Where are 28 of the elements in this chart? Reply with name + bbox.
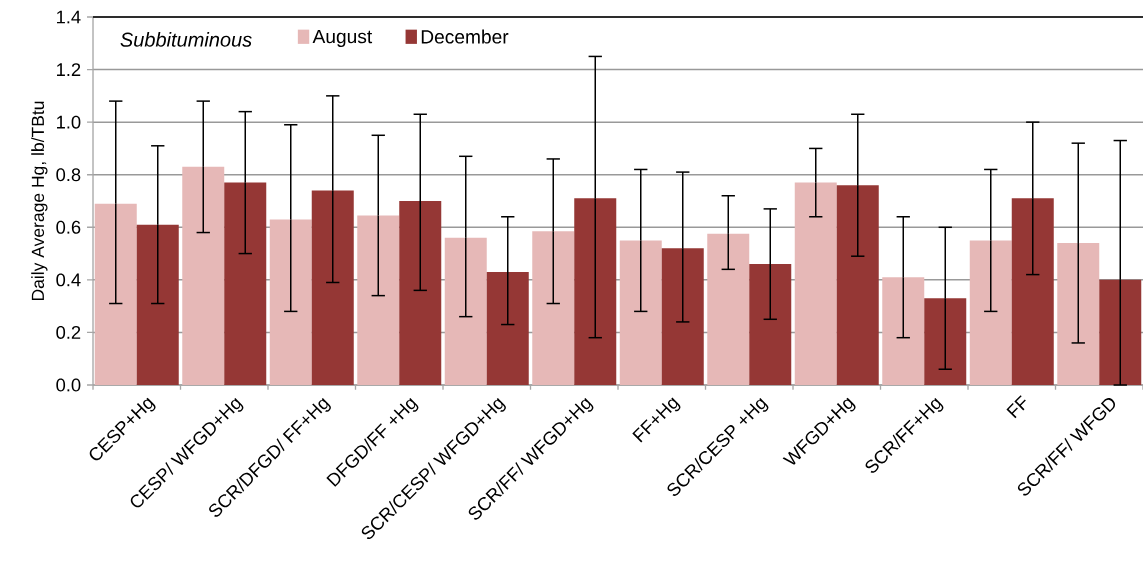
x-tick-label: FF [1006,395,1026,419]
y-tick-label: 1.4 [57,10,81,24]
annotation: Subbituminous [120,32,252,47]
bar [836,185,879,385]
bar [311,190,354,385]
bar [532,231,575,385]
legend-label: December [421,29,509,44]
bar [357,215,400,385]
legend-label: August [312,29,373,48]
bar [486,271,529,385]
y-axis-title: Daily Average Hg, lb/TBtu [31,101,48,301]
bar [182,166,225,385]
bar [749,264,792,385]
y-tick-label: 1.2 [57,63,81,76]
y-tick-label: 0.0 [56,378,81,392]
bar [136,224,179,385]
y-tick-label: 0.4 [56,273,81,287]
bar [1011,198,1054,385]
bar [794,182,837,385]
y-tick-label: 0.6 [56,220,81,234]
y-tick-label: 0.8 [56,168,81,182]
bar [399,201,442,385]
bar [619,240,662,385]
bar [707,233,750,385]
bar [969,240,1012,385]
bar [224,182,267,385]
y-tick-label: 0.2 [56,325,81,339]
y-tick-label: 1.0 [57,115,81,129]
